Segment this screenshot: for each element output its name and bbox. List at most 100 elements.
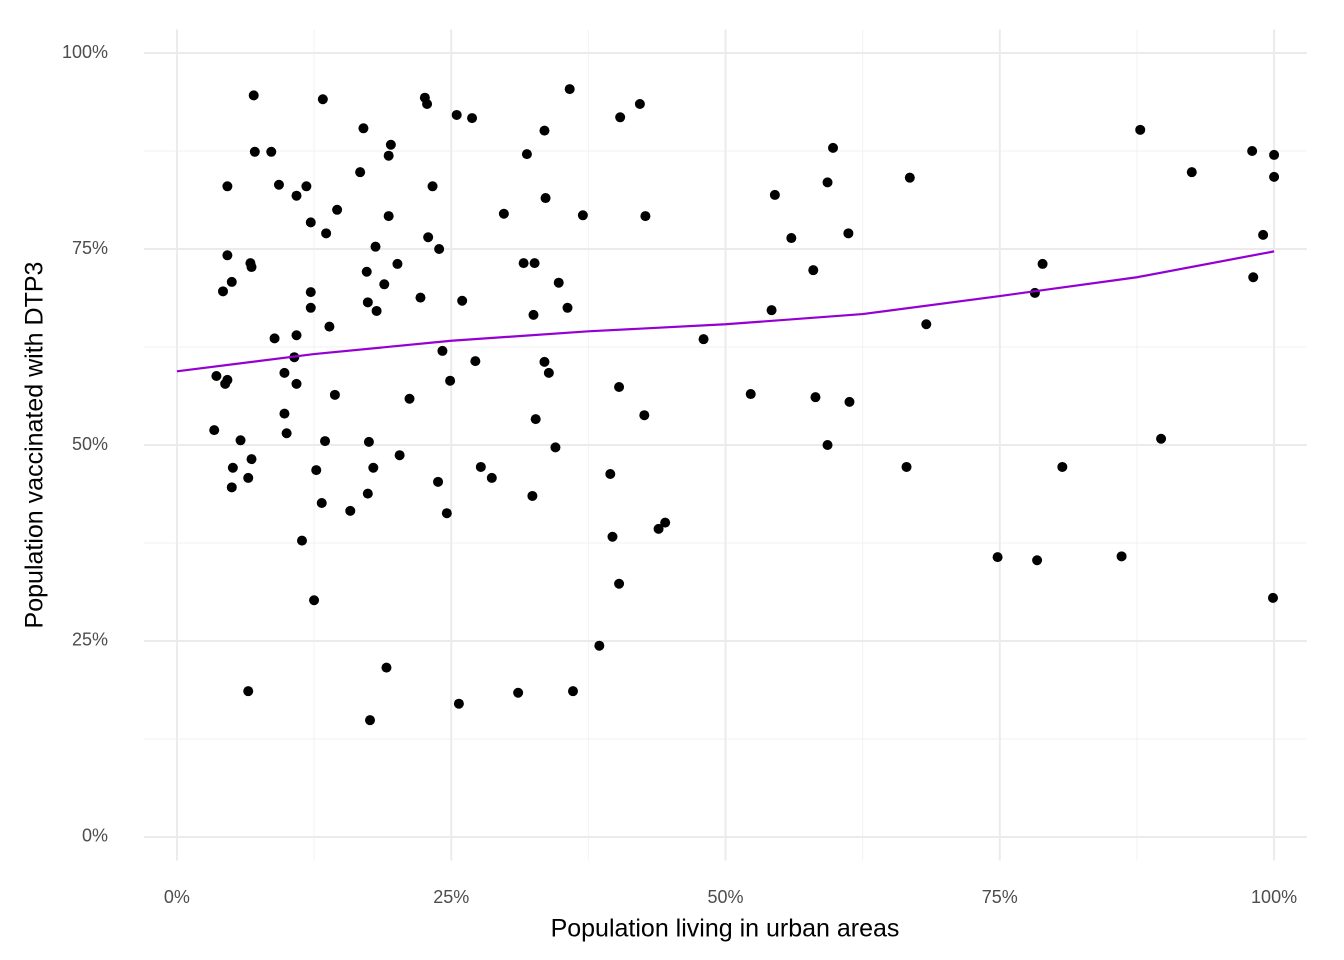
point: [305, 287, 316, 298]
point: [904, 172, 915, 183]
point: [607, 531, 618, 542]
y-axis-label: Population vaccinated with DTP3: [21, 262, 49, 629]
point: [1247, 146, 1258, 157]
point: [527, 490, 538, 501]
x-tick-label: 100%: [1251, 887, 1297, 907]
point: [1186, 167, 1197, 178]
point: [1032, 555, 1043, 566]
point: [577, 210, 588, 221]
point: [513, 687, 524, 698]
point: [1037, 258, 1048, 269]
point: [392, 258, 403, 269]
point: [1116, 551, 1127, 562]
point: [843, 228, 854, 239]
point: [445, 375, 456, 386]
point: [614, 578, 625, 589]
point: [550, 442, 561, 453]
point: [543, 367, 554, 378]
point: [653, 523, 664, 534]
point: [317, 94, 328, 105]
smooth-line: [176, 250, 1275, 373]
point: [368, 462, 379, 473]
point: [246, 454, 257, 465]
point: [305, 302, 316, 313]
point: [528, 309, 539, 320]
point: [828, 142, 839, 153]
point: [362, 297, 373, 308]
point: [361, 266, 372, 277]
point: [381, 662, 392, 673]
x-tick-label: 0%: [164, 887, 190, 907]
point: [660, 517, 671, 528]
point: [279, 408, 290, 419]
point: [385, 139, 396, 150]
point: [291, 378, 302, 389]
point: [311, 465, 322, 476]
point: [1029, 287, 1040, 298]
point: [220, 378, 231, 389]
point: [769, 189, 780, 200]
x-axis-label: Population living in urban areas: [551, 915, 900, 943]
point: [423, 232, 434, 243]
point: [540, 193, 551, 204]
point: [530, 414, 541, 425]
point: [363, 436, 374, 447]
point: [321, 228, 332, 239]
point: [467, 113, 478, 124]
point: [822, 440, 833, 450]
point: [475, 461, 486, 472]
point: [415, 292, 426, 303]
point: [301, 181, 312, 192]
point: [248, 90, 259, 101]
point: [539, 125, 550, 136]
point: [539, 356, 550, 367]
point: [296, 535, 307, 546]
point: [594, 640, 605, 651]
point: [383, 211, 394, 222]
point: [1135, 124, 1146, 135]
point: [844, 396, 855, 407]
point: [243, 472, 254, 483]
point: [1057, 461, 1068, 472]
point: [427, 181, 438, 192]
point: [227, 462, 238, 473]
point: [437, 345, 448, 356]
point: [498, 208, 509, 219]
point: [209, 425, 220, 436]
point: [243, 686, 254, 697]
point: [273, 179, 284, 190]
point: [269, 333, 280, 344]
point: [486, 472, 497, 483]
point: [1156, 433, 1167, 444]
point: [562, 302, 573, 313]
point: [457, 295, 468, 306]
point: [786, 233, 797, 244]
point: [222, 250, 233, 261]
point: [249, 146, 260, 157]
point: [1267, 592, 1278, 603]
point: [901, 461, 912, 472]
point: [309, 595, 320, 606]
point: [434, 244, 445, 255]
point: [320, 436, 331, 447]
point: [640, 211, 651, 222]
x-tick-label: 25%: [433, 887, 469, 907]
y-tick-label: 0%: [82, 826, 108, 846]
point: [1258, 229, 1269, 240]
point: [567, 686, 578, 697]
point: [291, 190, 302, 201]
point: [615, 112, 626, 123]
point: [822, 177, 833, 188]
point: [808, 265, 819, 276]
point: [529, 258, 540, 269]
y-tick-label: 75%: [72, 238, 108, 258]
point: [451, 109, 462, 120]
point: [553, 277, 564, 288]
point: [329, 389, 340, 400]
point: [433, 476, 444, 487]
point: [1269, 171, 1280, 182]
point: [266, 146, 277, 157]
point: [921, 319, 932, 330]
point: [222, 181, 233, 192]
point: [235, 435, 246, 446]
